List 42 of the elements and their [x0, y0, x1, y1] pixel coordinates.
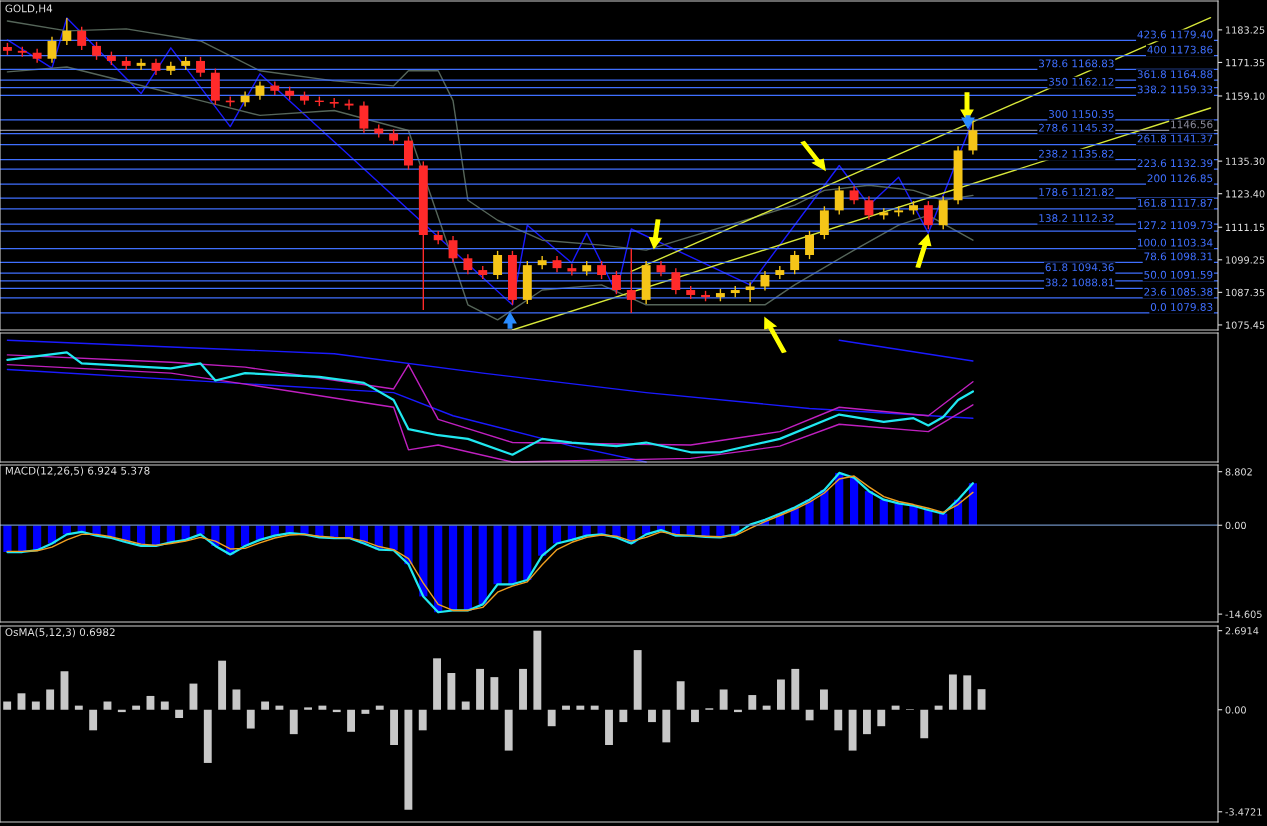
ref-line-label: 278.6 1145.32 [1039, 123, 1114, 132]
y-tick-label: 1087.35 [1226, 288, 1265, 297]
y-tick-label: -3.4721 [1225, 808, 1262, 816]
chart-title: GOLD,H4 [5, 4, 53, 14]
ref-line-label: 261.8 1141.37 [1137, 134, 1213, 143]
ref-line-label: 361.8 1164.88 [1137, 70, 1213, 79]
ref-line-label: 238.2 1135.82 [1039, 149, 1114, 158]
ref-line-label: 423.6 1179.40 [1137, 30, 1213, 39]
y-tick-label: 1135.30 [1226, 157, 1265, 165]
ref-line-label: 78.6 1098.31 [1144, 252, 1213, 261]
ref-line-label: 200 1126.85 [1147, 174, 1213, 183]
y-tick-label: 1183.25 [1226, 26, 1265, 34]
ref-line-label: 338.2 1159.33 [1137, 85, 1213, 94]
y-tick-label: 1099.25 [1226, 256, 1265, 264]
y-tick-label: 1123.40 [1226, 190, 1265, 198]
y-tick-label: 1159.10 [1226, 92, 1265, 100]
y-tick-label: 1075.45 [1226, 321, 1265, 329]
ref-line-label: 138.2 1112.32 [1039, 214, 1114, 222]
ref-line-label: 61.8 1094.36 [1045, 263, 1114, 272]
y-tick-label: 0.00 [1225, 706, 1246, 714]
ref-line-label: 38.2 1088.81 [1045, 278, 1114, 287]
chart-title: OsMA(5,12,3) 0.6982 [5, 627, 115, 638]
ref-line-label: 100.0 1103.34 [1138, 238, 1213, 247]
ref-line-label: 127.2 1109.73 [1138, 221, 1213, 230]
chart-title: MACD(12,26,5) 6.924 5.378 [5, 466, 150, 476]
y-tick-label: 2.6914 [1225, 627, 1259, 635]
ref-line-label: 1146.56 [1171, 120, 1213, 129]
ref-line-label: 50.0 1091.59 [1144, 270, 1213, 279]
y-tick-label: 1111.15 [1226, 223, 1265, 232]
y-tick-label: 0.00 [1225, 521, 1246, 530]
ref-line-label: 223.6 1132.39 [1137, 159, 1213, 168]
ref-line-label: 23.6 1085.38 [1144, 287, 1213, 296]
ref-line-label: 300 1150.35 [1048, 110, 1114, 118]
y-tick-label: -14.605 [1225, 610, 1262, 618]
y-tick-label: 1171.35 [1226, 58, 1265, 67]
ref-line-label: 350 1162.12 [1048, 77, 1114, 86]
ref-line-label: 178.6 1121.82 [1039, 188, 1114, 196]
ref-line-label: 400 1173.86 [1147, 45, 1213, 54]
ref-line-label: 161.8 1117.87 [1138, 198, 1213, 207]
y-tick-label: 8.802 [1225, 468, 1252, 476]
ref-line-label: 378.6 1168.83 [1039, 59, 1114, 68]
ref-line-label: 0.0 1079.83 [1150, 303, 1213, 311]
